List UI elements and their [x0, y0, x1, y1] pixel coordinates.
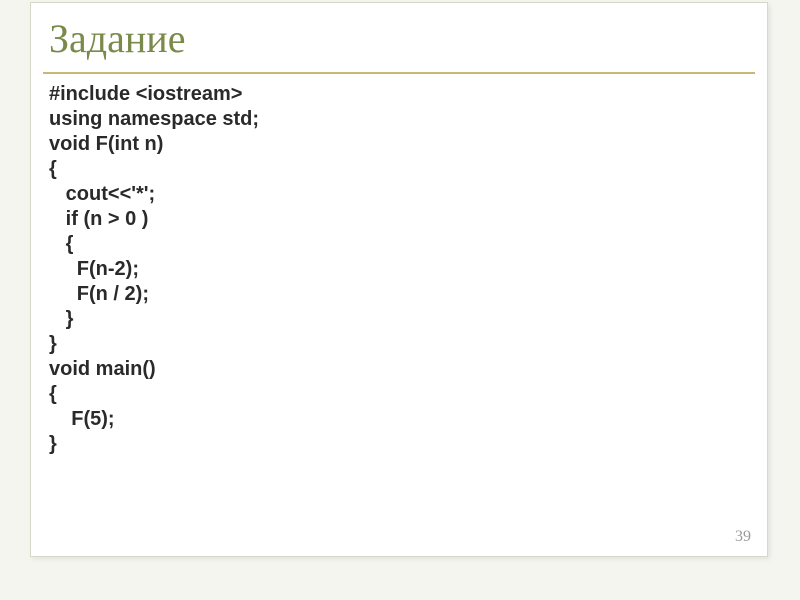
- code-block: #include <iostream> using namespace std;…: [31, 82, 767, 457]
- page-number: 39: [735, 528, 751, 546]
- slide-title: Задание: [31, 3, 767, 66]
- slide-frame: Задание #include <iostream> using namesp…: [30, 2, 768, 557]
- title-underline: [43, 72, 755, 74]
